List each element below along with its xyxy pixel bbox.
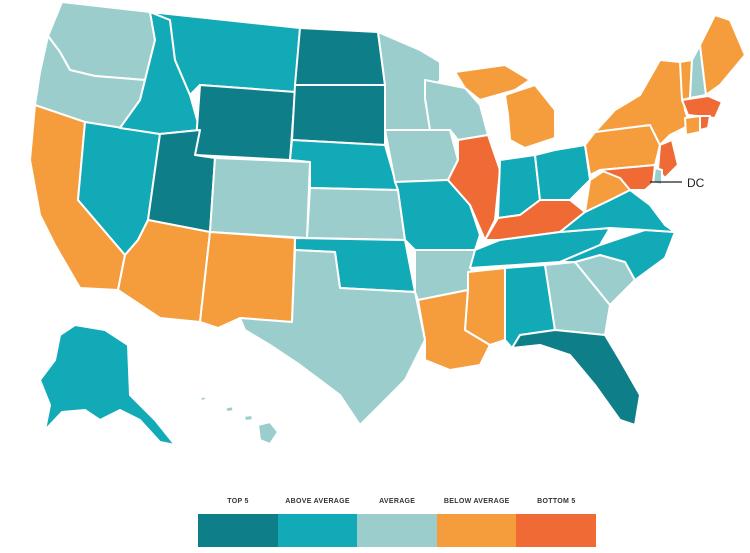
state-tx xyxy=(239,249,426,426)
state-nc xyxy=(559,229,676,281)
state-oh xyxy=(534,144,591,201)
legend-labels: TOP 5 ABOVE AVERAGE AVERAGE BELOW AVERAG… xyxy=(198,498,596,512)
state-wy xyxy=(194,84,296,161)
state-mi xyxy=(454,64,556,149)
state-ak xyxy=(39,324,176,446)
us-choropleth-map xyxy=(29,1,746,446)
state-md xyxy=(599,164,656,191)
legend-label-above-average: ABOVE AVERAGE xyxy=(285,498,350,505)
state-ms xyxy=(464,267,506,346)
state-me xyxy=(699,14,746,96)
legend-label-bottom-5: BOTTOM 5 xyxy=(537,498,576,505)
state-ia xyxy=(384,129,459,183)
legend-swatch-below-average xyxy=(436,514,517,547)
legend-swatch-top-5 xyxy=(198,514,278,547)
state-ks xyxy=(306,187,406,241)
state-fl xyxy=(511,329,641,426)
state-sd xyxy=(291,84,386,146)
legend-swatches xyxy=(198,514,596,547)
state-tn xyxy=(469,227,611,269)
legend-swatch-above-average xyxy=(277,514,358,547)
state-ri xyxy=(699,115,711,131)
state-ma xyxy=(681,95,723,119)
legend-swatch-bottom-5 xyxy=(516,514,596,547)
legend-label-average: AVERAGE xyxy=(379,498,416,505)
state-nm xyxy=(199,231,296,329)
state-ct xyxy=(684,115,701,136)
legend-swatch-average xyxy=(357,514,437,547)
legend: TOP 5 ABOVE AVERAGE AVERAGE BELOW AVERAG… xyxy=(198,498,596,547)
state-nj xyxy=(657,139,679,179)
state-nd xyxy=(294,27,386,86)
state-co xyxy=(209,157,311,239)
legend-label-below-average: BELOW AVERAGE xyxy=(443,498,510,505)
legend-label-top-5: TOP 5 xyxy=(227,498,249,505)
state-hi xyxy=(199,395,279,445)
dc-label: DC xyxy=(687,176,705,190)
